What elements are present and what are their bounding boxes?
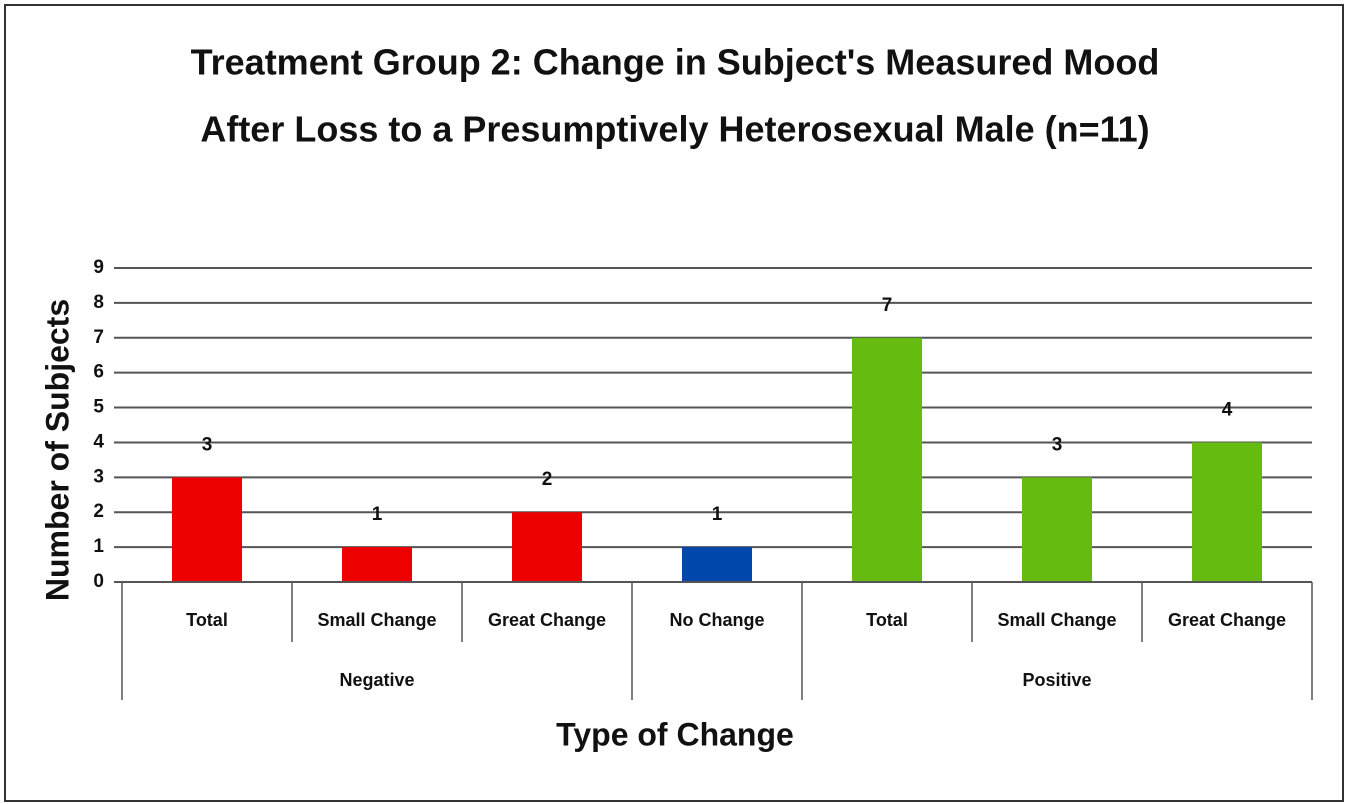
bar xyxy=(172,477,242,582)
group-label: Positive xyxy=(1022,670,1091,690)
value-label: 2 xyxy=(542,469,553,490)
bar xyxy=(682,547,752,582)
bar xyxy=(1022,477,1092,582)
value-label: 1 xyxy=(372,504,383,525)
y-axis-title: Number of Subjects xyxy=(39,299,75,601)
value-label: 7 xyxy=(882,295,893,316)
bar xyxy=(512,512,582,582)
x-tick-label: Total xyxy=(186,610,228,630)
x-axis-title: Type of Change xyxy=(556,716,794,752)
chart-title: After Loss to a Presumptively Heterosexu… xyxy=(200,109,1149,150)
y-tick-label: 7 xyxy=(93,327,104,348)
value-label: 3 xyxy=(202,434,213,455)
y-tick-label: 8 xyxy=(93,292,104,313)
y-tick-label: 6 xyxy=(93,362,104,383)
chart-frame xyxy=(4,4,1344,802)
y-tick-label: 3 xyxy=(93,466,104,487)
value-label: 3 xyxy=(1052,434,1063,455)
x-tick-label: Total xyxy=(866,610,908,630)
group-label: Negative xyxy=(339,670,414,690)
bar xyxy=(1192,442,1262,582)
x-tick-label: Great Change xyxy=(1168,610,1286,630)
y-tick-label: 4 xyxy=(93,431,104,452)
y-tick-label: 9 xyxy=(93,257,104,278)
x-tick-label: Small Change xyxy=(317,610,436,630)
chart-title: Treatment Group 2: Change in Subject's M… xyxy=(191,42,1160,83)
x-tick-label: No Change xyxy=(669,610,764,630)
bar xyxy=(342,547,412,582)
value-label: 1 xyxy=(712,504,723,525)
y-tick-label: 2 xyxy=(93,501,104,522)
value-label: 4 xyxy=(1222,399,1233,420)
y-tick-label: 1 xyxy=(93,536,104,557)
x-tick-label: Small Change xyxy=(997,610,1116,630)
y-tick-label: 5 xyxy=(93,397,104,418)
bar xyxy=(852,337,922,582)
y-tick-label: 0 xyxy=(93,571,104,592)
x-tick-label: Great Change xyxy=(488,610,606,630)
